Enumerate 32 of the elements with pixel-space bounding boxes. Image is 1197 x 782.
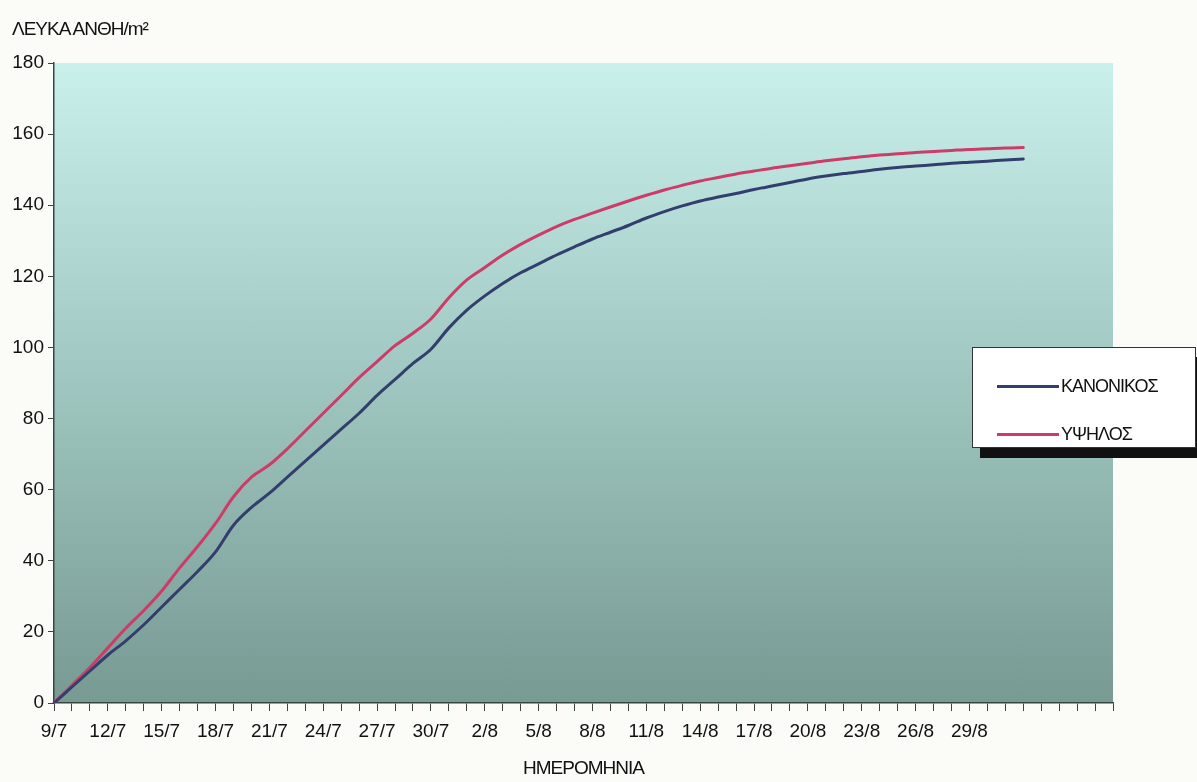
x-tick-label: 12/7 bbox=[89, 719, 127, 741]
x-tick-label: 17/8 bbox=[735, 719, 773, 741]
y-axis-title: ΛΕΥΚΑ ΑΝΘΗ/m² bbox=[12, 18, 148, 40]
x-tick-label: 11/8 bbox=[628, 719, 665, 741]
y-tick-label: 180 bbox=[12, 51, 44, 73]
legend-label: ΚΑΝΟΝΙΚΟΣ bbox=[1061, 375, 1158, 397]
y-tick-label: 120 bbox=[12, 264, 44, 286]
x-tick-label: 30/7 bbox=[412, 719, 450, 741]
x-tick-label: 8/8 bbox=[579, 719, 606, 741]
x-tick-label: 26/8 bbox=[897, 719, 935, 741]
y-tick-label: 0 bbox=[33, 691, 44, 713]
y-tick-label: 80 bbox=[22, 406, 44, 428]
x-tick-label: 2/8 bbox=[471, 719, 498, 741]
y-tick-label: 40 bbox=[22, 549, 44, 571]
x-tick-label: 29/8 bbox=[950, 719, 988, 741]
x-tick-label: 14/8 bbox=[681, 719, 719, 741]
x-tick-label: 20/8 bbox=[789, 719, 827, 741]
x-tick-label: 24/7 bbox=[304, 719, 342, 741]
y-tick-label: 60 bbox=[22, 477, 44, 499]
x-axis-title: ΗΜΕΡΟΜΗΝΙΑ bbox=[522, 757, 646, 779]
y-tick-label: 100 bbox=[12, 335, 44, 357]
legend-label: ΥΨΗΛΟΣ bbox=[1061, 423, 1132, 445]
x-tick-label: 15/7 bbox=[143, 719, 181, 741]
x-tick-label: 9/7 bbox=[40, 719, 68, 741]
y-tick-label: 20 bbox=[22, 620, 44, 642]
x-tick-label: 21/7 bbox=[250, 719, 288, 741]
y-tick-label: 140 bbox=[12, 193, 44, 215]
x-tick-label: 23/8 bbox=[843, 719, 881, 741]
x-tick-label: 18/7 bbox=[197, 719, 235, 741]
y-tick-label: 160 bbox=[12, 122, 44, 144]
x-tick-label: 5/8 bbox=[525, 719, 552, 741]
x-tick-label: 27/7 bbox=[358, 719, 396, 741]
